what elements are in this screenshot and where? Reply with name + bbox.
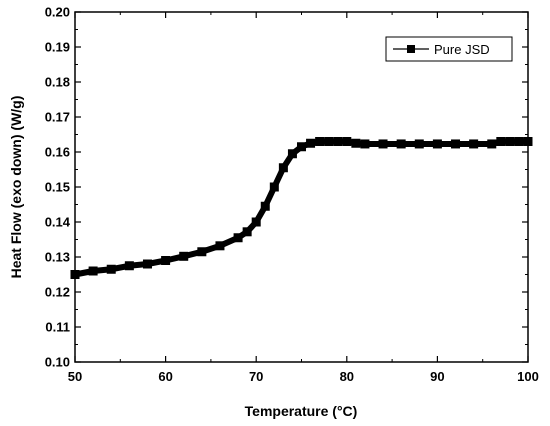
data-point bbox=[269, 182, 279, 192]
legend: Pure JSD bbox=[385, 36, 513, 62]
x-tick-label: 100 bbox=[517, 369, 539, 384]
data-point bbox=[351, 138, 361, 148]
y-tick-label: 0.14 bbox=[45, 215, 71, 230]
data-point bbox=[333, 137, 343, 146]
x-axis-label: Temperature (°C) bbox=[245, 403, 358, 419]
data-point bbox=[124, 261, 134, 271]
data-point bbox=[242, 227, 252, 237]
ticks-layer: 50 60 70 80 90 100 0.10 0.11 0.12 0.13 0.14 0.15 0.1… bbox=[45, 5, 539, 385]
data-point bbox=[287, 149, 297, 159]
x-tick-label: 90 bbox=[430, 369, 444, 384]
data-point bbox=[324, 137, 334, 146]
data-point bbox=[179, 251, 189, 261]
data-point bbox=[315, 137, 325, 146]
x-tick-label: 70 bbox=[249, 369, 263, 384]
y-tick-label: 0.13 bbox=[45, 250, 70, 265]
data-point bbox=[306, 138, 316, 148]
data-point bbox=[514, 137, 524, 146]
legend-label: Pure JSD bbox=[434, 42, 490, 57]
data-point bbox=[496, 137, 506, 146]
y-tick-label: 0.20 bbox=[45, 5, 70, 20]
data-point bbox=[233, 233, 243, 243]
data-point bbox=[215, 241, 225, 251]
data-point bbox=[278, 163, 288, 173]
data-point bbox=[487, 139, 497, 149]
data-point bbox=[260, 201, 270, 211]
y-tick-label: 0.11 bbox=[45, 320, 70, 335]
y-tick-label: 0.18 bbox=[45, 75, 70, 90]
y-axis-label: Heat Flow (exo down) (W/g) bbox=[8, 96, 24, 279]
data-point bbox=[505, 137, 515, 146]
data-point bbox=[197, 247, 207, 257]
data-point bbox=[106, 264, 116, 274]
legend-marker bbox=[407, 45, 415, 53]
y-tick-label: 0.19 bbox=[45, 40, 70, 55]
data-point bbox=[142, 259, 152, 269]
data-point bbox=[469, 139, 479, 149]
y-tick-label: 0.10 bbox=[45, 355, 70, 370]
x-tick-label: 60 bbox=[158, 369, 172, 384]
data-point bbox=[432, 139, 442, 149]
data-point bbox=[251, 217, 261, 227]
data-point bbox=[414, 139, 424, 149]
y-tick-label: 0.12 bbox=[45, 285, 70, 300]
data-point bbox=[88, 266, 98, 276]
x-tick-label: 80 bbox=[340, 369, 354, 384]
series-layer bbox=[70, 137, 533, 279]
data-point bbox=[342, 137, 352, 146]
data-point bbox=[378, 139, 388, 149]
data-point bbox=[451, 139, 461, 149]
data-point bbox=[396, 139, 406, 149]
y-tick-label: 0.15 bbox=[45, 180, 70, 195]
data-point bbox=[360, 139, 370, 149]
x-tick-label: 50 bbox=[68, 369, 82, 384]
y-tick-label: 0.17 bbox=[45, 110, 70, 125]
data-point bbox=[297, 142, 306, 152]
series-line bbox=[74, 138, 528, 278]
data-point bbox=[161, 256, 171, 265]
plot-frame bbox=[74, 11, 529, 363]
y-tick-label: 0.16 bbox=[45, 145, 70, 160]
